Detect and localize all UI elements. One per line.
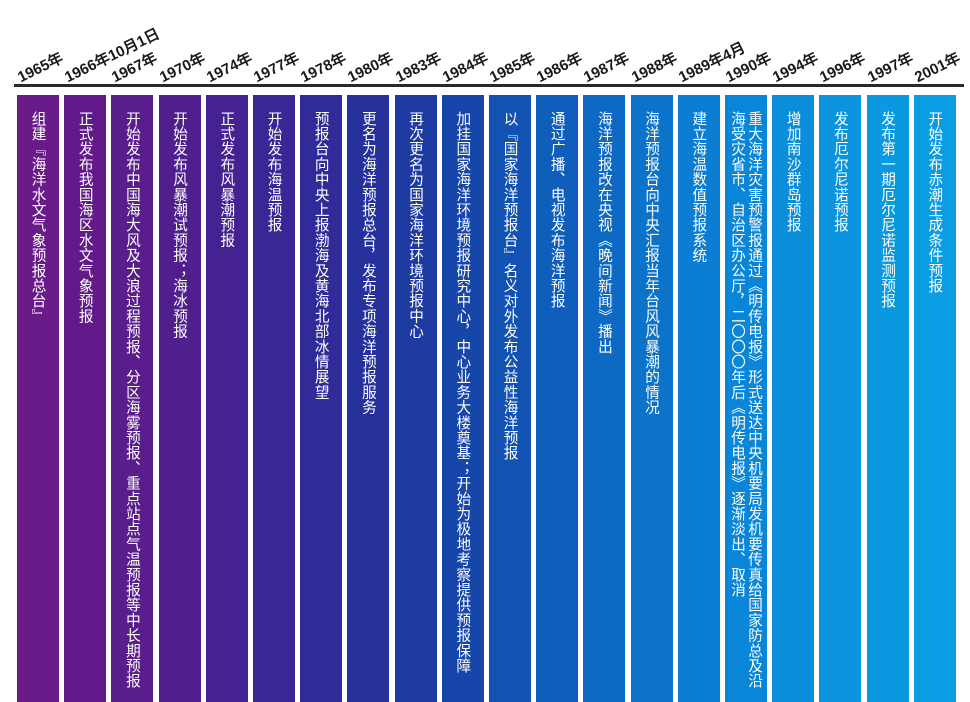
year-label: 1994年 <box>770 49 822 87</box>
event-text: 更名为海洋预报总台，发布专项海洋预报服务 <box>359 111 377 415</box>
event-column: 重大海洋灾害预警报通过《明传电报》形式送达中央机要局发机要传真给国家防总及沿海受… <box>725 95 767 702</box>
event-text: 正式发布风暴潮预报 <box>218 111 236 248</box>
year-label: 1996年 <box>817 49 869 87</box>
event-text: 海洋预报改在央视《晚间新闻》播出 <box>595 111 613 355</box>
event-text: 开始发布赤潮生成条件预报 <box>926 111 944 294</box>
event-column: 正式发布我国海区水文气象预报 <box>64 95 107 702</box>
event-column: 开始发布风暴潮试预报；海冰预报 <box>158 95 201 702</box>
year-label: 1978年 <box>298 49 350 87</box>
year-label: 1983年 <box>392 49 444 87</box>
event-text: 发布厄尔尼诺预报 <box>831 111 849 233</box>
event-column: 发布厄尔尼诺预报 <box>819 95 862 702</box>
event-column: 开始发布赤潮生成条件预报 <box>913 95 956 702</box>
event-text: 正式发布我国海区水文气象预报 <box>76 111 94 324</box>
year-label: 1974年 <box>203 49 255 87</box>
event-column: 预报台向中央上报渤海及黄海北部冰情展望 <box>300 95 343 702</box>
event-text: 通过广播、电视发布海洋预报 <box>548 111 566 309</box>
event-text: 加挂国家海洋环境预报研究中心，中心业务大楼奠基；开始为极地考察提供预报保障 <box>454 111 472 674</box>
event-text: 开始发布中国海大风及大浪过程预报、分区海雾预报、重点站点气温预报等中长期预报 <box>123 111 141 689</box>
year-label: 2001年 <box>911 49 963 87</box>
event-text: 预报台向中央上报渤海及黄海北部冰情展望 <box>312 111 330 400</box>
timeline-axis-line <box>14 84 964 87</box>
event-column: 海洋预报改在央视《晚间新闻》播出 <box>583 95 626 702</box>
event-column: 正式发布风暴潮预报 <box>205 95 248 702</box>
event-column: 开始发布海温预报 <box>253 95 295 702</box>
event-text: 海洋预报台向中央汇报当年台风风暴潮的情况 <box>643 111 661 415</box>
event-text: 发布第一期厄尔尼诺监测预报 <box>879 111 897 309</box>
event-text: 组建『海洋水文气象预报总台』 <box>29 111 47 324</box>
event-text: 再次更名为国家海洋环境预报中心 <box>407 111 425 339</box>
event-column: 海洋预报台向中央汇报当年台风风暴潮的情况 <box>630 95 673 702</box>
year-label: 1977年 <box>251 49 303 87</box>
year-label: 1986年 <box>534 49 586 87</box>
event-column: 再次更名为国家海洋环境预报中心 <box>394 95 437 702</box>
event-column: 加挂国家海洋环境预报研究中心，中心业务大楼奠基；开始为极地考察提供预报保障 <box>441 95 484 702</box>
year-label: 1965年 <box>15 49 67 87</box>
event-column: 组建『海洋水文气象预报总台』 <box>17 95 59 702</box>
event-column: 建立海温数值预报系统 <box>677 95 720 702</box>
year-label: 1987年 <box>581 49 633 87</box>
year-label: 1970年 <box>156 49 208 87</box>
year-label: 1984年 <box>439 49 491 87</box>
event-text: 建立海温数值预报系统 <box>690 111 708 263</box>
event-column: 更名为海洋预报总台，发布专项海洋预报服务 <box>347 95 390 702</box>
event-text: 增加南沙群岛预报 <box>784 111 802 233</box>
year-label: 1980年 <box>345 49 397 87</box>
event-text: 开始发布风暴潮试预报；海冰预报 <box>171 111 189 339</box>
event-column: 发布第一期厄尔尼诺监测预报 <box>866 95 909 702</box>
event-column: 增加南沙群岛预报 <box>772 95 815 702</box>
year-label: 1988年 <box>628 49 680 87</box>
year-label: 1985年 <box>487 49 539 87</box>
event-text: 以『国家海洋预报台』名义对外发布公益性海洋预报 <box>501 111 519 461</box>
event-column: 以『国家海洋预报台』名义对外发布公益性海洋预报 <box>489 95 531 702</box>
year-label: 1997年 <box>864 49 916 87</box>
event-column: 开始发布中国海大风及大浪过程预报、分区海雾预报、重点站点气温预报等中长期预报 <box>111 95 154 702</box>
event-column: 通过广播、电视发布海洋预报 <box>536 95 579 702</box>
event-text: 开始发布海温预报 <box>265 111 283 233</box>
event-text: 重大海洋灾害预警报通过《明传电报》形式送达中央机要局发机要传真给国家防总及沿海受… <box>729 111 763 689</box>
